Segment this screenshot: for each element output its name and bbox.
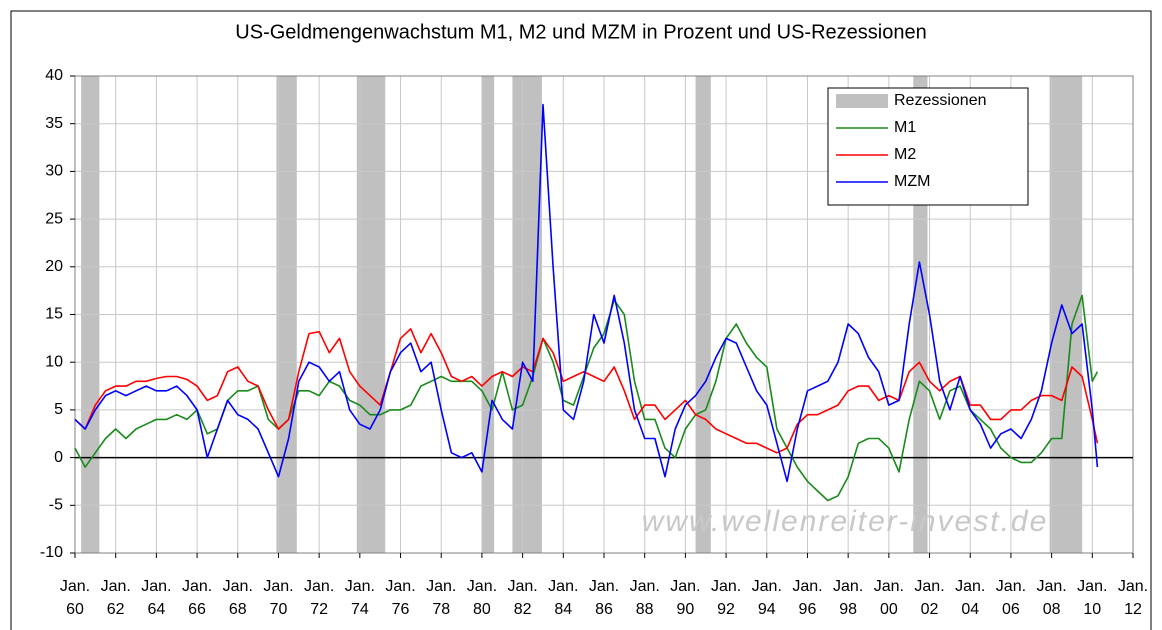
legend-swatch: [836, 94, 888, 108]
x-tick-label: Jan. 60: [59, 578, 91, 618]
legend-label: Rezessionen: [894, 92, 987, 109]
x-tick-label: Jan. 80: [466, 578, 498, 618]
x-tick-label: Jan. 82: [507, 578, 538, 618]
x-tick-label: Jan. 84: [548, 578, 579, 618]
x-tick-label: Jan. 10: [1077, 578, 1108, 618]
y-tick-label: -5: [49, 497, 63, 514]
legend-label: M2: [894, 146, 916, 163]
x-tick-label: Jan. 74: [344, 578, 375, 618]
x-tick-label: Jan. 98: [833, 578, 864, 618]
y-tick-label: 35: [45, 115, 63, 132]
y-tick-label: 25: [45, 210, 63, 227]
x-tick-label: Jan. 12: [1117, 578, 1149, 618]
y-tick-label: 5: [54, 401, 63, 418]
x-tick-label: Jan. 00: [873, 578, 904, 618]
y-tick-label: 30: [45, 163, 63, 180]
x-tick-label: Jan. 02: [914, 578, 945, 618]
x-tick-label: Jan. 90: [670, 578, 701, 618]
x-tick-label: Jan. 76: [385, 578, 416, 618]
x-tick-label: Jan. 06: [995, 578, 1027, 618]
x-tick-label: Jan. 72: [304, 578, 335, 618]
x-tick-label: Jan. 68: [222, 578, 253, 618]
y-tick-label: 10: [45, 353, 63, 370]
y-tick-label: 20: [45, 258, 63, 275]
x-tick-label: Jan. 96: [792, 578, 823, 618]
y-tick-label: 40: [45, 67, 63, 84]
y-tick-label: 0: [54, 449, 63, 466]
x-tick-label: Jan. 62: [100, 578, 131, 618]
legend-label: MZM: [894, 173, 930, 190]
legend-label: M1: [894, 119, 916, 136]
x-tick-label: Jan. 64: [141, 578, 172, 618]
x-tick-label: Jan. 08: [1036, 578, 1067, 618]
chart-title: US-Geldmengenwachstum M1, M2 und MZM in …: [235, 21, 926, 43]
x-tick-label: Jan. 66: [181, 578, 213, 618]
y-tick-label: 15: [45, 306, 63, 323]
x-tick-label: Jan. 78: [426, 578, 457, 618]
x-tick-label: Jan. 70: [263, 578, 294, 618]
series-line: [74, 328, 1099, 454]
x-tick-label: Jan. 04: [955, 578, 986, 618]
y-tick-label: -10: [40, 544, 63, 561]
x-tick-label: Jan. 94: [751, 578, 782, 618]
series-line: [74, 294, 1099, 502]
series-line: [74, 103, 1099, 483]
x-tick-label: Jan. 88: [629, 578, 660, 618]
x-tick-label: Jan. 86: [588, 578, 620, 618]
watermark: www.wellenreiter-invest.de: [642, 505, 1049, 538]
x-tick-label: Jan. 92: [710, 578, 742, 618]
